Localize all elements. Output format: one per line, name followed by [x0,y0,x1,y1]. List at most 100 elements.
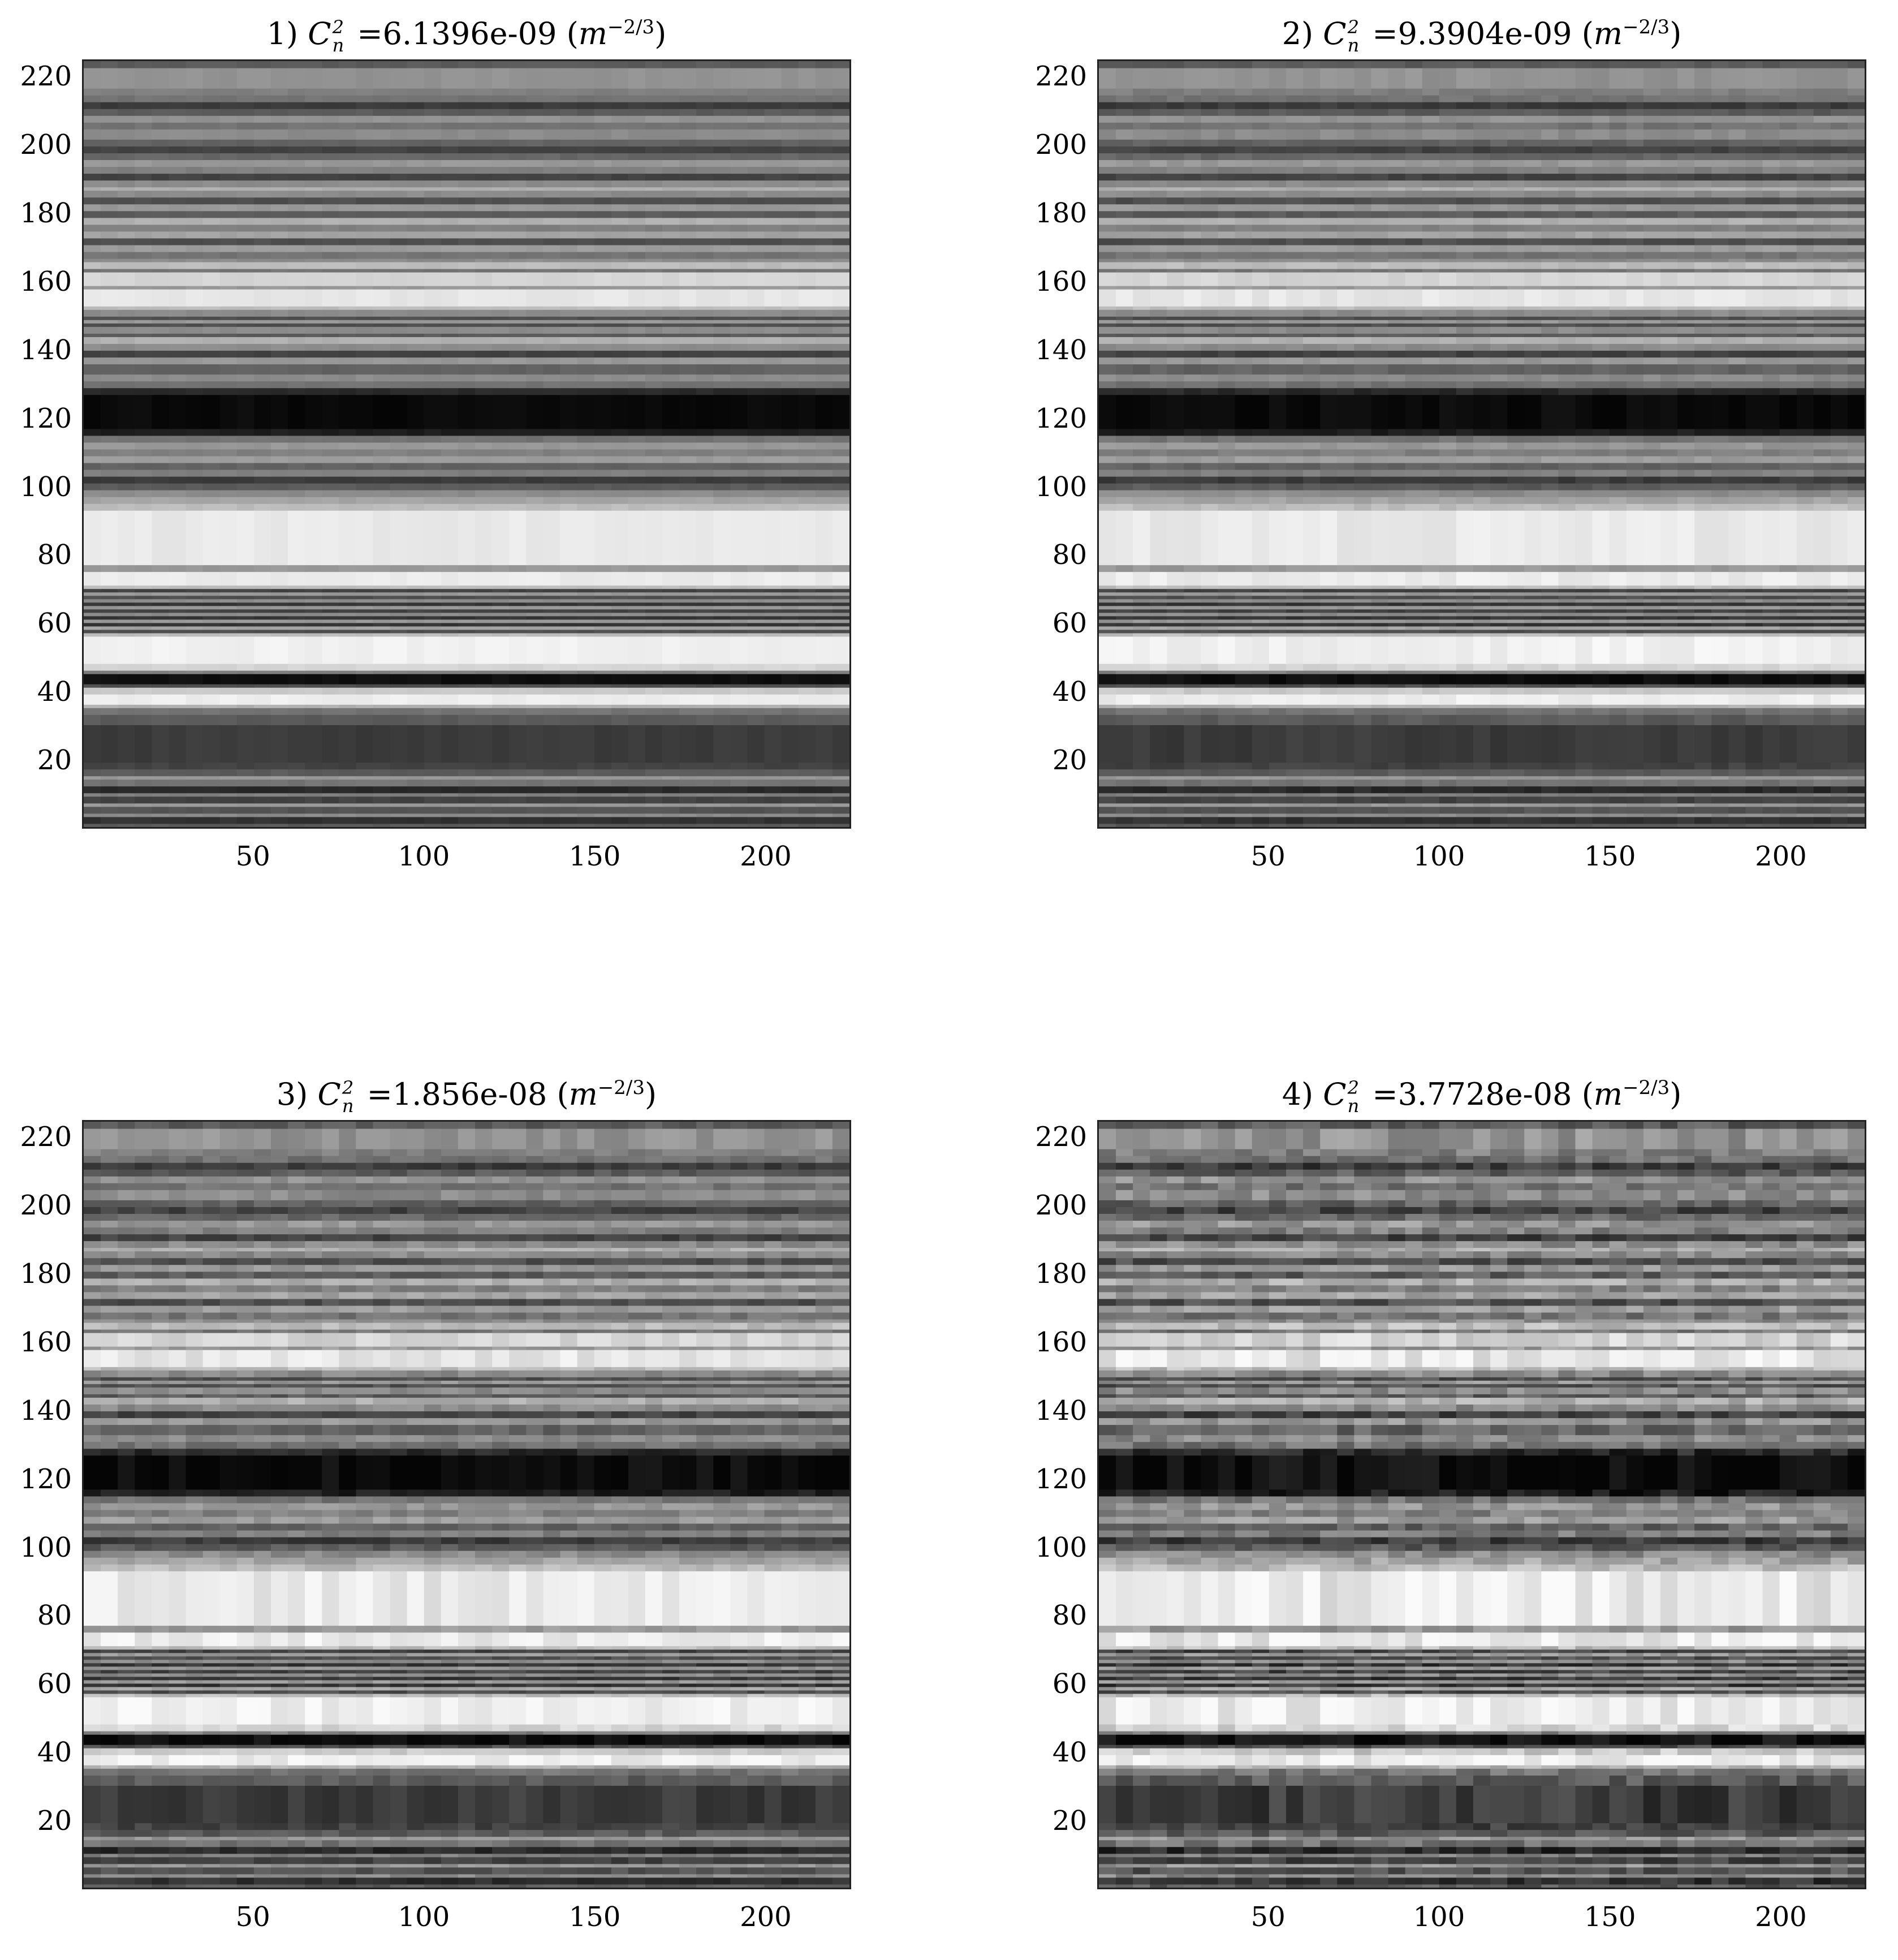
heatmap-band [84,599,849,603]
heatmap-cell [118,211,135,218]
heatmap-cell [254,623,271,627]
heatmap-cell [730,449,748,456]
heatmap-cell [322,824,339,827]
heatmap-cell [475,619,493,623]
heatmap-cell [271,191,288,198]
heatmap-cell [526,490,543,497]
heatmap-cell [816,259,833,262]
heatmap-cell [339,343,356,351]
heatmap-cell [832,463,849,470]
heatmap-cell [1575,817,1593,824]
heatmap-cell [441,429,459,436]
heatmap-cell [747,180,765,188]
heatmap-cell [611,589,629,593]
heatmap-cell [765,238,782,245]
heatmap-cell [509,146,527,153]
heatmap-cell [101,606,118,610]
heatmap-cell [526,231,543,239]
heatmap-cell [611,68,629,89]
heatmap-cell [424,225,442,232]
heatmap-cell [730,633,748,637]
heatmap-cell [373,388,391,395]
heatmap-cell [628,61,646,68]
heatmap-cell [765,139,782,147]
heatmap-cell [390,503,408,511]
heatmap-cell [577,503,595,511]
heatmap-cell [765,483,782,490]
heatmap-cell [101,476,118,484]
heatmap-cell [1269,796,1287,804]
heatmap-cell [577,429,595,436]
heatmap-cell [713,245,731,252]
heatmap-cell [696,122,714,130]
heatmap-cell [458,88,476,96]
heatmap-cell [135,807,152,814]
heatmap-cell [186,395,204,429]
heatmap-cell [356,684,373,688]
heatmap-cell [526,694,543,705]
heatmap-cell [577,364,595,375]
heatmap-cell [611,272,629,286]
heatmap-cell [611,429,629,436]
heatmap-cell [782,633,799,637]
heatmap-cell [322,238,339,245]
heatmap-band [84,245,849,252]
heatmap-cell [765,323,782,327]
heatmap-cell [713,630,731,634]
heatmap-cell [135,238,152,245]
heatmap-cell [594,374,612,382]
heatmap-cell [560,174,577,181]
heatmap-cell [594,429,612,436]
heatmap-cell [322,160,339,167]
heatmap-cell [594,813,612,817]
heatmap-cell [441,510,459,565]
heatmap-cell [186,609,204,613]
heatmap-cell [390,272,408,286]
heatmap-cell [305,596,322,600]
heatmap-cell [611,596,629,600]
heatmap-cell [356,476,373,484]
heatmap-cell [560,813,577,817]
heatmap-cell [816,602,833,606]
heatmap-cell [152,796,169,804]
heatmap-cell [509,596,527,600]
heatmap-cell [645,599,663,603]
heatmap-cell [1439,807,1457,814]
heatmap-cell [424,469,442,477]
heatmap-cell [475,364,493,375]
heatmap-cell [390,670,408,674]
heatmap-cell [135,204,152,212]
heatmap-cell [339,269,356,273]
heatmap-cell [237,316,254,320]
heatmap-cell [594,357,612,365]
heatmap-cell [765,187,782,191]
heatmap-cell [101,704,118,708]
heatmap-cell [101,497,118,504]
heatmap-cell [84,231,101,239]
heatmap-cell [543,510,560,565]
heatmap-cell [679,102,697,109]
heatmap-cell [305,589,322,593]
heatmap-cell [373,456,391,463]
heatmap-cell [135,252,152,259]
heatmap-cell [390,585,408,589]
heatmap-cell [101,333,118,337]
heatmap-cell [186,442,204,450]
heatmap-cell [356,289,373,307]
heatmap-cell [1593,824,1610,827]
heatmap-cell [782,623,799,627]
heatmap-cell [765,769,782,777]
heatmap-cell [799,602,816,606]
heatmap-cell [186,115,204,123]
heatmap-cell [492,231,510,239]
heatmap-cell [492,357,510,365]
heatmap-cell [492,333,510,337]
heatmap-cell [254,88,271,96]
heatmap-cell [339,238,356,245]
heatmap-cell [186,456,204,463]
heatmap-cell [577,725,595,763]
heatmap-cell [713,817,731,824]
heatmap-cell [713,613,731,617]
heatmap-cell [526,68,543,89]
